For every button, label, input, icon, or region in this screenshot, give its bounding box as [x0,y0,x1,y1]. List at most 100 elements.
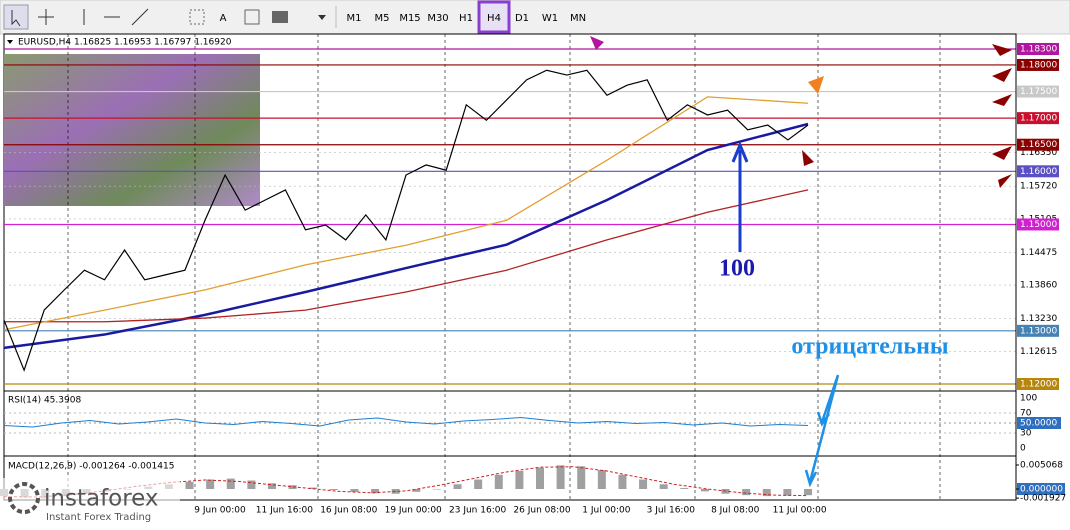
rsi-tick-label: 0 [1020,444,1026,454]
macd-tick-label: -0.001927 [1020,494,1066,504]
macd-bar [206,479,215,489]
level-label: 1.17000 [1020,114,1057,124]
macd-bar [680,488,689,489]
level-label: 1.18300 [1020,45,1057,55]
level-tag [1017,58,1059,71]
logo-icon [8,482,40,514]
level-tag [1017,112,1059,125]
rsi-line [3,416,809,428]
macd-bar [494,474,503,489]
level-tag [1017,85,1059,98]
rsi-tick-label: 100 [1020,394,1037,404]
timeframe-button[interactable]: M5 [375,13,390,24]
arrow-marker [802,150,814,166]
arrow-marker [808,76,824,94]
time-label: 26 Jun 08:00 [513,506,570,516]
price-line [3,69,809,372]
macd-bar [639,479,648,489]
shapes-button[interactable] [272,11,288,23]
arrow-markers [992,44,1012,188]
macd-bar [185,481,194,489]
line-tools[interactable] [83,8,149,26]
level-tag [1017,378,1059,390]
macd-header: MACD(12,26,9) -0.001264 -0.001415 [8,462,174,472]
price-tick-label: 1.12615 [1020,347,1057,357]
timeframe-button[interactable]: H4 [487,13,501,24]
plot: 1.163501.157201.151051.144751.138601.132… [0,34,1066,516]
macd-bar [804,489,812,496]
macd-bar [536,467,544,489]
level-label: 1.12000 [1020,380,1057,390]
header-marker [7,40,13,44]
macd-bar [453,484,462,489]
macd-bar [659,484,668,489]
timeframe-button[interactable]: D1 [515,13,529,24]
time-label: 1 Jul 00:00 [582,506,631,516]
rsi-level-tag [1017,417,1061,429]
macd-bar [432,489,441,490]
moving-average [3,96,809,331]
annotation-100: 100 [719,256,755,282]
annotation-lines [804,374,840,488]
money-image [4,54,260,206]
macd-bar [391,489,400,494]
dropdown[interactable] [318,15,326,20]
time-label: 11 Jun 16:00 [256,506,313,516]
timeframe-button[interactable]: W1 [542,13,558,24]
logo-tagline: Instant Forex Trading [46,512,151,523]
macd-bar [371,489,380,494]
level-tag [1017,324,1059,337]
timeframe-button[interactable]: H1 [459,13,473,24]
fibo-button[interactable] [189,9,205,25]
time-label: 11 Jul 00:00 [773,506,827,516]
logo-name: instaforex [44,486,159,512]
macd-bar [412,489,421,492]
macd-bar [226,478,235,489]
level-label: 1.15000 [1020,220,1057,230]
level-label: 1.16500 [1020,140,1057,150]
macd-bar [700,489,709,492]
macd-tick-label: 0.005068 [1020,461,1063,471]
time-label: 9 Jun 00:00 [194,506,246,516]
macd-tick-label: 0.000000 [1020,485,1063,495]
cursor-button[interactable] [3,4,29,30]
macd-bar [329,489,338,490]
timeframe-button[interactable]: M30 [427,13,448,24]
level-label: 1.16000 [1020,167,1057,177]
macd-bar [515,471,524,489]
timeframe-button[interactable]: M15 [399,13,420,24]
time-label: 23 Jun 16:00 [449,506,506,516]
moving-average [3,122,809,350]
crosshair-button[interactable] [38,9,54,25]
timeframe-button[interactable]: M1 [347,13,362,24]
macd-bar [350,489,359,492]
level-tag [1017,218,1059,231]
macd-bar [268,483,276,489]
label-button[interactable] [244,9,260,25]
price-tick-label: 1.13860 [1020,281,1057,291]
time-label: 19 Jun 00:00 [385,506,442,516]
macd-bar [247,480,256,489]
macd-signal [3,466,809,498]
arrow-marker [590,36,604,50]
level-label: 1.13000 [1020,326,1057,336]
macd-bar [288,485,297,489]
annotation-arrow [731,141,749,252]
cursor-icon [11,10,21,27]
level-label: 1.18000 [1020,60,1057,70]
timeframe-button[interactable]: MN [570,13,586,24]
rsi-tick-label: 30 [1020,429,1032,439]
price-tick-label: 1.15720 [1020,182,1057,192]
price-tick-label: 1.16350 [1020,148,1057,158]
annotation-note: отрицательны [791,334,949,360]
price-tick-label: 1.13230 [1020,314,1057,324]
macd-bar [577,466,586,489]
time-label: 16 Jun 08:00 [320,506,377,516]
text-button[interactable]: A [220,13,227,24]
level-tag [1017,165,1059,178]
active-timeframe [477,0,511,34]
macd-bar [783,489,792,496]
time-label: 8 Jul 08:00 [711,506,760,516]
